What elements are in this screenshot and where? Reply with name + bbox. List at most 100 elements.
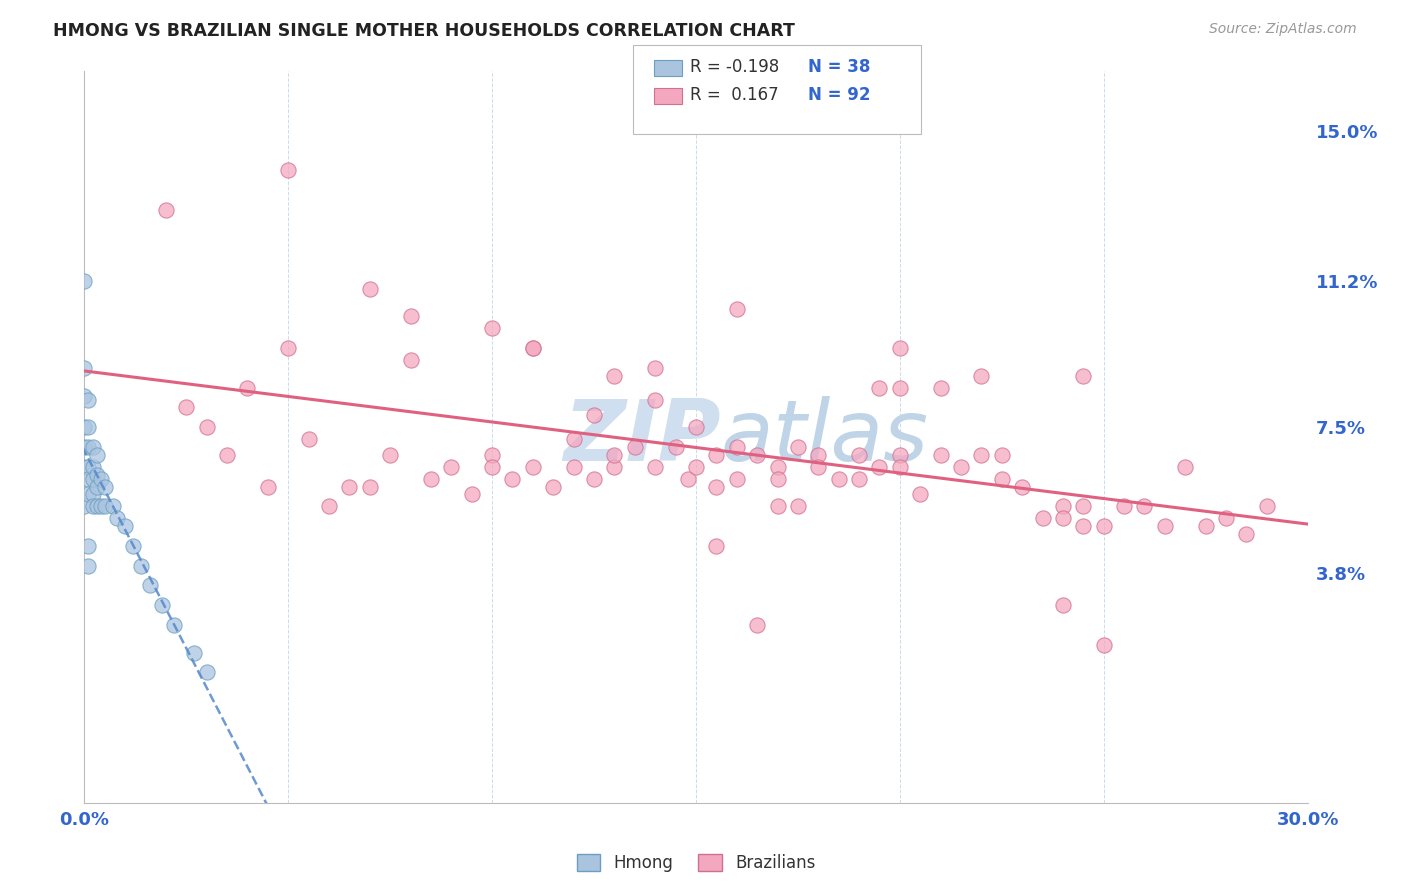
Point	[217, 448, 239, 462]
Point	[105, 511, 128, 525]
Point	[298, 432, 321, 446]
Text: N = 38: N = 38	[808, 58, 870, 76]
Point	[787, 440, 810, 454]
Point	[73, 360, 96, 375]
Point	[747, 618, 769, 632]
Legend: Hmong, Brazilians: Hmong, Brazilians	[569, 847, 823, 879]
Point	[1052, 500, 1074, 514]
Point	[766, 459, 789, 474]
Point	[318, 500, 340, 514]
Point	[725, 472, 748, 486]
Point	[807, 459, 830, 474]
Point	[1073, 500, 1095, 514]
Point	[991, 448, 1014, 462]
Point	[77, 558, 100, 573]
Point	[1092, 519, 1115, 533]
Text: HMONG VS BRAZILIAN SINGLE MOTHER HOUSEHOLDS CORRELATION CHART: HMONG VS BRAZILIAN SINGLE MOTHER HOUSEHO…	[53, 22, 796, 40]
Point	[706, 448, 728, 462]
Point	[1052, 598, 1074, 612]
Point	[77, 539, 100, 553]
Point	[380, 448, 402, 462]
Point	[236, 381, 259, 395]
Point	[522, 459, 544, 474]
Point	[399, 353, 422, 368]
Text: R = -0.198: R = -0.198	[690, 58, 779, 76]
Text: R =  0.167: R = 0.167	[690, 87, 779, 104]
Point	[1052, 511, 1074, 525]
Point	[848, 448, 870, 462]
Point	[1073, 368, 1095, 383]
Point	[174, 401, 197, 415]
Point	[766, 500, 789, 514]
Point	[828, 472, 851, 486]
Point	[82, 487, 104, 501]
Point	[195, 665, 218, 680]
Point	[929, 448, 952, 462]
Point	[1073, 519, 1095, 533]
Point	[131, 558, 153, 573]
Point	[277, 341, 299, 355]
Point	[77, 420, 100, 434]
Point	[86, 448, 108, 462]
Point	[889, 341, 911, 355]
Point	[461, 487, 484, 501]
Point	[138, 578, 160, 592]
Point	[522, 341, 544, 355]
Point	[359, 282, 381, 296]
Point	[399, 310, 422, 324]
Text: atlas: atlas	[720, 395, 928, 479]
Point	[1092, 638, 1115, 652]
Text: ZIP: ZIP	[562, 395, 720, 479]
Point	[869, 381, 891, 395]
Point	[82, 472, 104, 486]
Point	[93, 479, 115, 493]
Point	[90, 500, 112, 514]
Point	[1032, 511, 1054, 525]
Point	[1133, 500, 1156, 514]
Point	[747, 448, 769, 462]
Point	[766, 472, 789, 486]
Point	[183, 646, 205, 660]
Point	[1215, 511, 1237, 525]
Point	[502, 472, 524, 486]
Point	[665, 440, 688, 454]
Point	[195, 420, 218, 434]
Point	[644, 392, 666, 407]
Point	[77, 487, 100, 501]
Point	[685, 459, 707, 474]
Point	[807, 448, 830, 462]
Point	[685, 420, 707, 434]
Point	[73, 459, 96, 474]
Point	[481, 459, 503, 474]
Point	[725, 440, 748, 454]
Point	[359, 479, 381, 493]
Point	[1114, 500, 1136, 514]
Point	[77, 392, 100, 407]
Point	[644, 459, 666, 474]
Point	[420, 472, 443, 486]
Point	[481, 448, 503, 462]
Point	[73, 420, 96, 434]
Point	[562, 432, 585, 446]
Point	[603, 368, 626, 383]
Point	[163, 618, 186, 632]
Point	[277, 163, 299, 178]
Point	[676, 472, 699, 486]
Point	[725, 301, 748, 316]
Point	[1236, 527, 1258, 541]
Point	[706, 479, 728, 493]
Point	[889, 448, 911, 462]
Point	[706, 539, 728, 553]
Point	[644, 360, 666, 375]
Point	[77, 472, 100, 486]
Point	[1011, 479, 1033, 493]
Point	[73, 388, 96, 402]
Point	[82, 440, 104, 454]
Point	[155, 202, 177, 217]
Text: N = 92: N = 92	[808, 87, 870, 104]
Point	[889, 381, 911, 395]
Point	[970, 368, 993, 383]
Point	[150, 598, 173, 612]
Point	[848, 472, 870, 486]
Point	[970, 448, 993, 462]
